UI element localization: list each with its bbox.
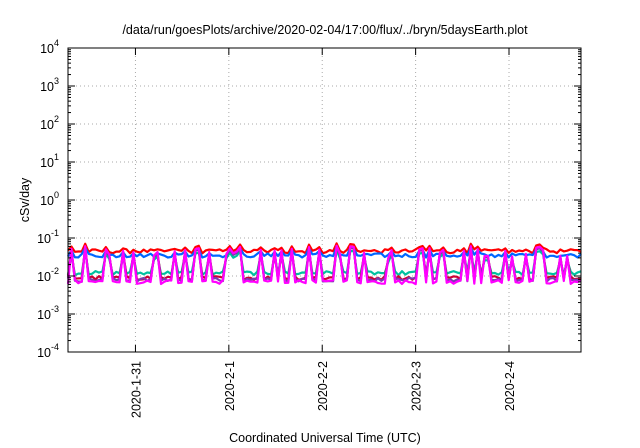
y-tick-label: 10-2 bbox=[37, 266, 59, 284]
y-tick-label: 10-3 bbox=[37, 304, 59, 322]
x-tick-label: 2020-2-4 bbox=[503, 361, 517, 411]
chart-title: /data/run/goesPlots/archive/2020-02-04/1… bbox=[122, 23, 528, 37]
x-tick-label: 2020-2-3 bbox=[410, 361, 424, 411]
x-tick-label: 2020-2-2 bbox=[316, 361, 330, 411]
y-axis-ticks: 104 103 102 101 100 10-1 10-2 10-3 10-4 bbox=[37, 38, 581, 360]
y-tick-label: 101 bbox=[40, 152, 59, 170]
data-series bbox=[66, 242, 582, 286]
y-tick-label: 10-1 bbox=[37, 228, 59, 246]
y-tick-label: 100 bbox=[40, 190, 59, 208]
x-axis-ticks: 2020-1-31 2020-2-1 2020-2-2 2020-2-3 2020-2-… bbox=[129, 48, 517, 418]
x-axis-label: Coordinated Universal Time (UTC) bbox=[229, 431, 421, 445]
y-axis-label: cSv/day bbox=[18, 177, 32, 222]
series-line bbox=[67, 242, 582, 255]
y-tick-label: 102 bbox=[40, 114, 59, 132]
x-tick-label: 2020-2-1 bbox=[223, 361, 237, 411]
x-tick-label: 2020-1-31 bbox=[129, 361, 143, 418]
y-tick-label: 103 bbox=[40, 76, 59, 94]
series-line bbox=[66, 244, 582, 286]
y-tick-label: 104 bbox=[40, 38, 59, 56]
gridlines bbox=[68, 48, 581, 352]
y-tick-label: 10-4 bbox=[37, 342, 59, 360]
